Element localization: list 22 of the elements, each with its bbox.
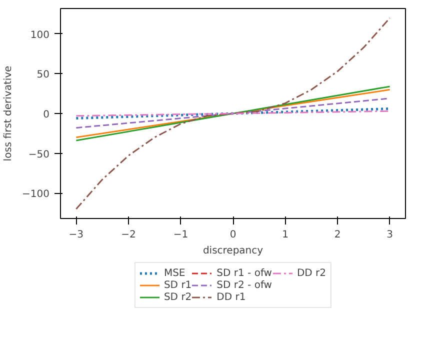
- x-tick-label: −1: [173, 230, 188, 240]
- legend-label: MSE: [164, 267, 186, 279]
- legend-label: SD r1 - ofw: [216, 267, 272, 279]
- x-tick-label: 3: [386, 230, 394, 240]
- x-tick-label: 1: [282, 230, 288, 240]
- y-tick-label: 0: [43, 110, 50, 120]
- x-axis-title: discrepancy: [202, 246, 264, 256]
- legend-label: DD r2: [296, 267, 326, 279]
- y-tick-label: −100: [22, 189, 50, 200]
- x-tick-label: −3: [68, 230, 84, 240]
- y-axis-title: loss first derivative: [3, 66, 14, 162]
- legend-label: SD r2: [164, 291, 192, 303]
- x-tick-label: −2: [121, 230, 136, 240]
- x-tick-label: 0: [230, 230, 236, 240]
- legend-label: DD r1: [216, 291, 246, 303]
- y-tick-label: −50: [28, 149, 50, 160]
- y-tick-label: 100: [30, 30, 50, 41]
- legend-label: SD r2 - ofw: [216, 279, 272, 291]
- legend-label: SD r1: [164, 279, 192, 291]
- line-series: [75, 17, 391, 210]
- y-tick-label: 50: [36, 70, 50, 81]
- x-tick-label: 2: [334, 230, 341, 240]
